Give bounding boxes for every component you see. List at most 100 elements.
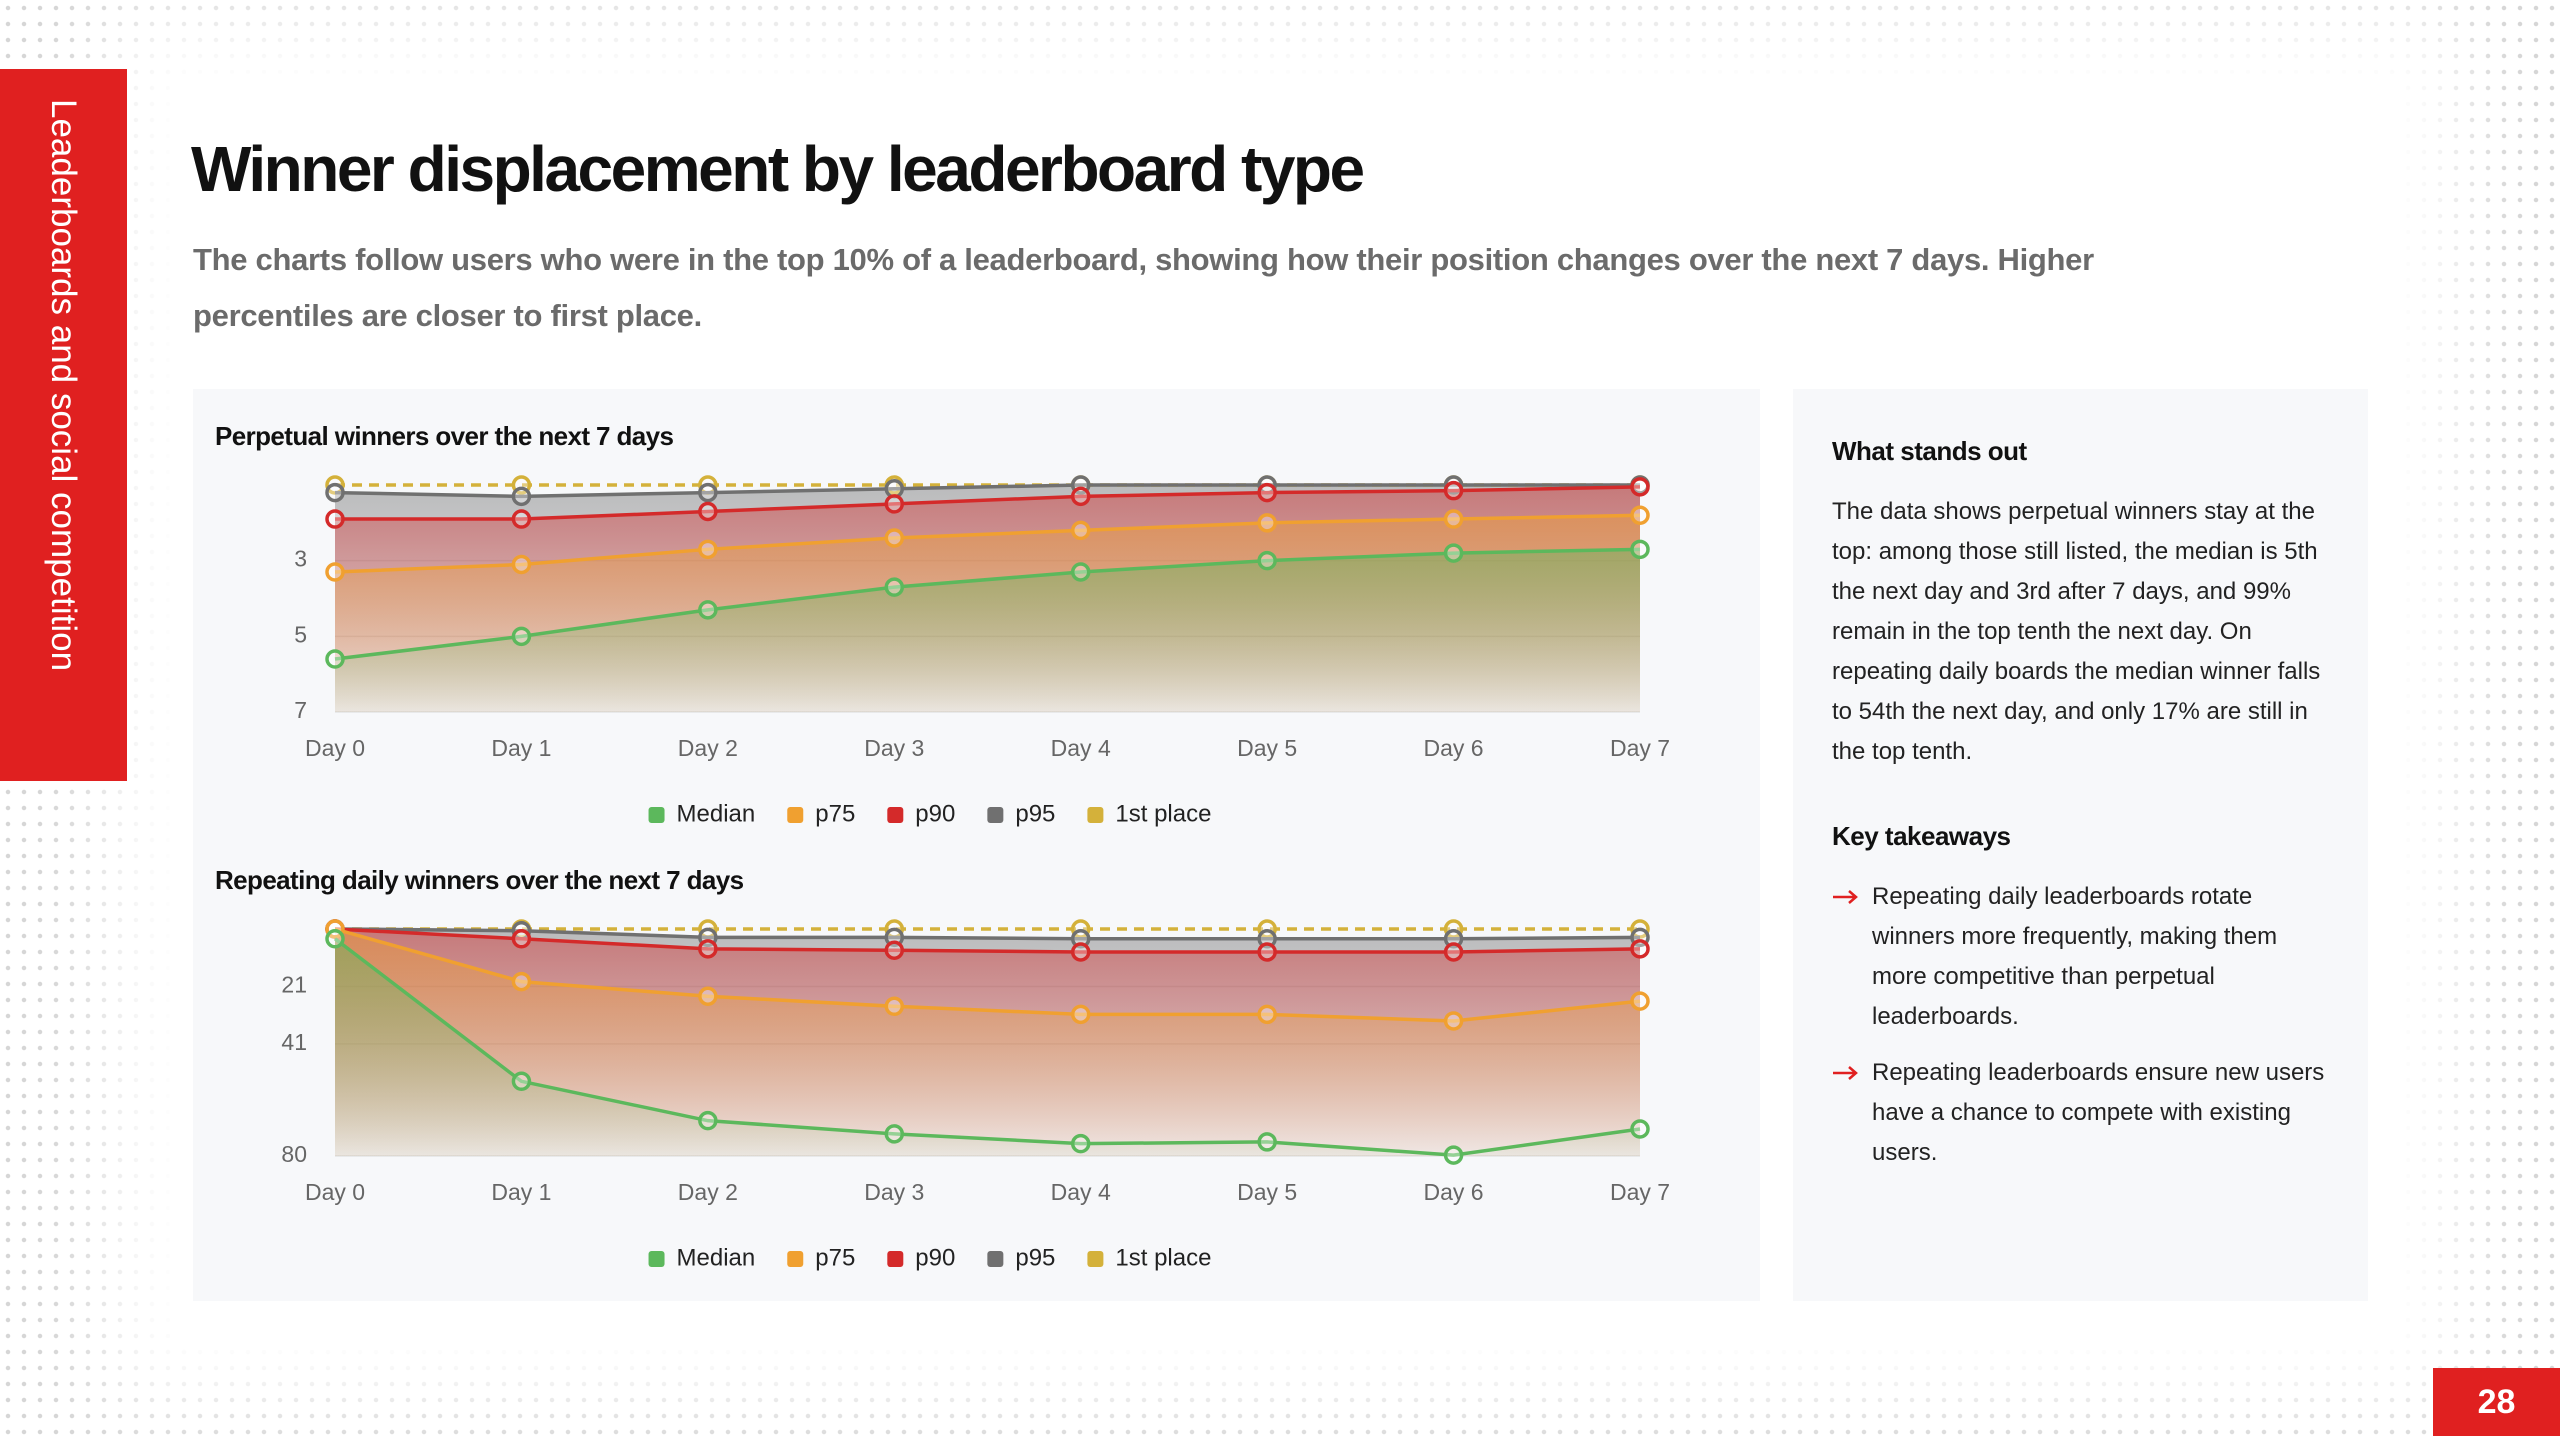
point-marker bbox=[511, 1071, 532, 1092]
point-marker bbox=[698, 986, 718, 1006]
legend: Median p75 p90 p95 1st place bbox=[648, 800, 1211, 827]
legend-label: p95 bbox=[1015, 1244, 1055, 1271]
x-tick-label: Day 6 bbox=[1424, 735, 1484, 761]
point-marker bbox=[1257, 1004, 1277, 1025]
y-tick-label: 7 bbox=[294, 697, 307, 723]
point-marker bbox=[325, 562, 345, 582]
x-tick-label: Day 5 bbox=[1237, 1179, 1297, 1205]
point-marker bbox=[884, 996, 905, 1017]
point-marker bbox=[325, 509, 345, 529]
page-title: Winner displacement by leaderboard type bbox=[191, 133, 1365, 205]
point-marker bbox=[1257, 513, 1277, 533]
y-tick-label: 21 bbox=[281, 972, 307, 998]
series-line bbox=[335, 485, 1641, 521]
legend-label: Median bbox=[677, 1244, 756, 1271]
point-marker bbox=[1443, 942, 1464, 962]
point-marker bbox=[511, 971, 532, 992]
area-fill bbox=[335, 938, 1640, 1156]
series-line bbox=[334, 513, 1641, 574]
legend-label: p75 bbox=[815, 800, 855, 827]
panel-body: The data shows perpetual winners stay at… bbox=[1832, 498, 2321, 765]
takeaway-text: Repeating daily leaderboards rotate winn… bbox=[1872, 883, 2278, 1030]
point-marker bbox=[1630, 505, 1650, 526]
series-line bbox=[334, 927, 1641, 954]
point-marker bbox=[1257, 929, 1277, 949]
point-marker bbox=[1070, 929, 1091, 949]
point-marker bbox=[1630, 1119, 1650, 1139]
point-marker bbox=[1070, 520, 1091, 541]
legend-label: p95 bbox=[1015, 800, 1055, 827]
point-marker bbox=[1443, 1145, 1464, 1165]
point-marker bbox=[325, 929, 345, 949]
legend-label: p90 bbox=[915, 800, 955, 827]
legend-swatch bbox=[987, 807, 1004, 823]
point-marker bbox=[511, 929, 532, 949]
point-marker bbox=[884, 927, 905, 948]
point-marker bbox=[698, 539, 718, 560]
page-subtitle: The charts follow users who were in the … bbox=[193, 242, 2094, 333]
legend-swatch bbox=[1087, 1251, 1104, 1267]
legend-label: 1st place bbox=[1115, 800, 1211, 827]
legend-label: Median bbox=[677, 800, 756, 827]
chart-title: Repeating daily winners over the next 7 … bbox=[215, 865, 744, 895]
x-tick-label: Day 3 bbox=[864, 735, 924, 761]
y-tick-label: 3 bbox=[294, 546, 307, 572]
area-fill bbox=[335, 549, 1640, 712]
point-marker bbox=[511, 626, 532, 647]
point-marker bbox=[884, 940, 905, 961]
point-marker bbox=[511, 554, 532, 575]
x-tick-label: Day 1 bbox=[491, 735, 551, 761]
legend-swatch bbox=[987, 1251, 1004, 1267]
x-tick-label: Day 7 bbox=[1610, 1179, 1670, 1205]
area-fill bbox=[335, 929, 1640, 1156]
x-tick-label: Day 0 bbox=[305, 1179, 365, 1205]
arrow-icon bbox=[1833, 890, 1858, 904]
legend-swatch bbox=[787, 1251, 804, 1267]
legend-swatch bbox=[648, 1251, 665, 1267]
insight-card bbox=[1793, 389, 2368, 1301]
y-tick-label: 41 bbox=[281, 1029, 307, 1055]
series-line bbox=[334, 927, 1641, 1023]
series-line bbox=[334, 927, 1641, 941]
y-tick-label: 5 bbox=[294, 621, 307, 647]
legend-swatch bbox=[1087, 807, 1104, 823]
takeaway: Repeating leaderboards ensure new users … bbox=[1832, 1053, 2332, 1173]
point-marker bbox=[1070, 1004, 1091, 1025]
point-marker bbox=[511, 509, 532, 529]
legend-swatch bbox=[887, 1251, 904, 1267]
takeaways-heading: Key takeaways bbox=[1832, 821, 2011, 851]
legend-swatch bbox=[887, 807, 904, 823]
point-marker bbox=[698, 600, 718, 620]
x-tick-label: Day 3 bbox=[864, 1179, 924, 1205]
panel-heading: What stands out bbox=[1832, 436, 2027, 466]
x-tick-label: Day 0 bbox=[305, 735, 365, 761]
point-marker bbox=[1257, 1132, 1277, 1152]
chart-title: Perpetual winners over the next 7 days bbox=[215, 421, 674, 451]
point-marker bbox=[325, 649, 345, 669]
takeaway-text: Repeating leaderboards ensure new users … bbox=[1872, 1059, 2325, 1166]
x-tick-label: Day 7 bbox=[1610, 735, 1670, 761]
point-marker bbox=[1070, 486, 1091, 507]
point-marker bbox=[1630, 939, 1650, 959]
point-marker bbox=[698, 482, 718, 503]
legend-label: 1st place bbox=[1115, 1244, 1211, 1271]
x-tick-label: Day 1 bbox=[491, 1179, 551, 1205]
page-number: 28 bbox=[2433, 1368, 2560, 1436]
point-marker bbox=[884, 577, 905, 597]
point-marker bbox=[1630, 991, 1650, 1011]
legend-swatch bbox=[787, 807, 804, 823]
point-marker bbox=[1443, 543, 1464, 563]
x-tick-label: Day 2 bbox=[678, 735, 738, 761]
y-tick-label: 80 bbox=[281, 1141, 307, 1167]
sidebar-label: Leaderboards and social competition bbox=[0, 69, 127, 781]
point-marker bbox=[1257, 550, 1277, 571]
point-marker bbox=[698, 939, 718, 959]
legend-swatch bbox=[648, 807, 665, 823]
point-marker bbox=[1443, 509, 1464, 529]
point-marker bbox=[1443, 929, 1464, 949]
arrow-icon bbox=[1833, 1066, 1858, 1080]
point-marker bbox=[884, 528, 905, 548]
point-marker bbox=[698, 501, 718, 522]
